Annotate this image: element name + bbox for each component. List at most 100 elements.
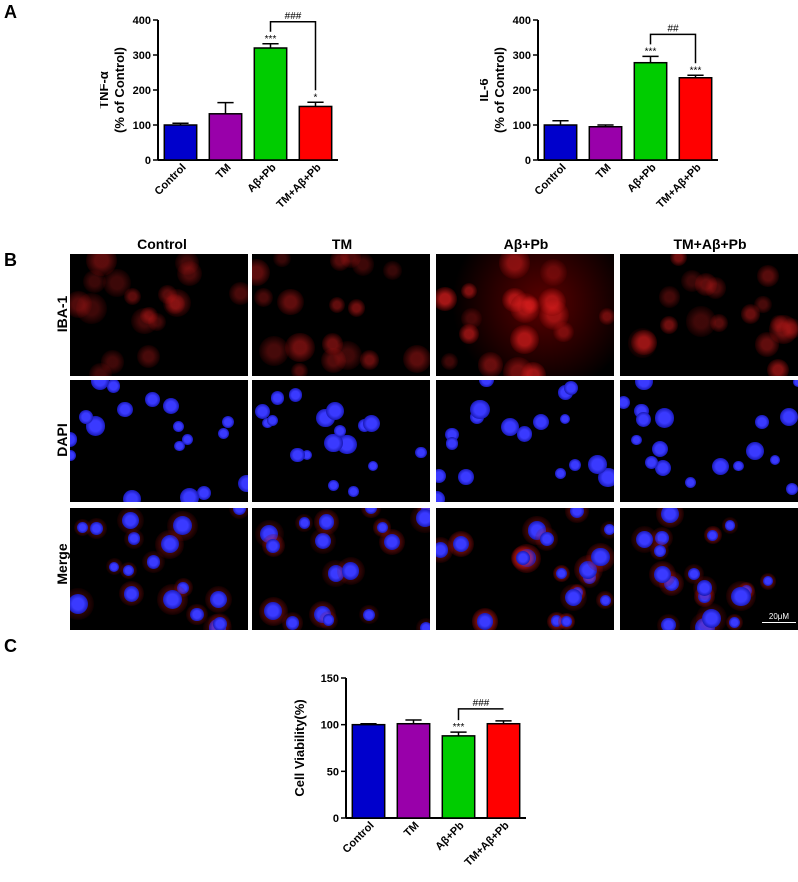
cell-cytoplasm	[519, 361, 547, 376]
y-axis-label: TNF-α (% of Control)	[100, 47, 127, 133]
x-tick-label-group: TM	[594, 162, 614, 182]
tnf-alpha-chart: 0 100 200 300 400 TNF-α (% of Control) Control T…	[100, 11, 338, 211]
cell-cytoplasm	[770, 314, 788, 333]
cell-nucleus	[122, 490, 141, 502]
y-tick-label: 400	[133, 15, 151, 27]
cell-cytoplasm	[75, 292, 108, 324]
col-header-abeta-pb: Aβ+Pb	[503, 236, 549, 252]
cell-nucleus	[210, 590, 228, 608]
significance-label: ***	[690, 65, 702, 76]
cell-nucleus	[711, 457, 729, 475]
micrograph-tile	[436, 508, 614, 630]
cell-cytoplasm	[359, 350, 380, 370]
y-label-line1: IL-6	[480, 78, 491, 101]
x-tick-label: Control	[340, 820, 376, 856]
x-tick-label: TM+Aβ+Pb	[655, 161, 704, 210]
x-tick-label: Aβ+Pb	[433, 819, 467, 853]
cell-nucleus	[325, 401, 344, 420]
col-header-control: Control	[137, 236, 187, 252]
cell-cytoplasm	[631, 329, 657, 356]
cell-nucleus	[603, 524, 614, 536]
bar	[678, 77, 713, 161]
cell-nucleus	[327, 564, 345, 582]
cell-nucleus	[470, 399, 490, 420]
cell-nucleus	[550, 615, 563, 628]
y-tick-label: 0	[145, 155, 151, 167]
cell-nucleus	[254, 403, 270, 419]
cell-nucleus	[754, 414, 769, 429]
cell-nucleus	[341, 562, 360, 580]
cell-cytoplasm	[291, 362, 308, 376]
cell-cytoplasm	[175, 254, 199, 276]
cell-nucleus	[563, 381, 578, 396]
cell-cytoplasm	[461, 307, 483, 329]
x-tick-label-group: Control	[340, 820, 376, 856]
comparison-bracket	[269, 21, 317, 91]
y-tick-label: 100	[321, 720, 339, 732]
cell-nucleus	[77, 522, 89, 534]
bar	[163, 124, 198, 161]
y-tick-label: 300	[133, 50, 151, 62]
cell-cytoplasm	[140, 307, 158, 325]
cell-nucleus	[173, 421, 185, 433]
cell-nucleus	[725, 520, 736, 531]
cell-nucleus	[70, 450, 77, 462]
cell-nucleus	[653, 544, 666, 557]
x-tick-label: Aβ+Pb	[625, 161, 659, 195]
cell-cytoplasm	[351, 254, 375, 276]
cell-nucleus	[127, 532, 141, 545]
y-tick-label: 150	[321, 673, 339, 685]
cell-nucleus	[298, 517, 310, 529]
cell-nucleus	[697, 580, 713, 596]
cell-cytoplasm	[177, 260, 203, 286]
cell-nucleus	[122, 512, 139, 530]
micrograph-tile	[70, 380, 248, 502]
cell-cytoplasm	[458, 324, 479, 345]
cell-nucleus	[458, 469, 475, 485]
cell-cytoplasm	[754, 295, 772, 313]
comparison-bracket	[649, 33, 697, 64]
cell-cytoplasm	[347, 299, 365, 317]
x-tick-label: Control	[152, 162, 188, 198]
cell-nucleus	[515, 550, 531, 566]
cell-cytoplasm	[259, 335, 290, 366]
cell-nucleus	[324, 433, 344, 453]
micrograph-tile	[620, 380, 798, 502]
panel-label-c: C	[4, 636, 17, 656]
cell-cytoplasm	[82, 269, 106, 293]
cell-nucleus	[318, 514, 335, 530]
cell-cytoplasm	[498, 254, 531, 279]
x-tick-label-group: TM+Aβ+Pb	[275, 161, 324, 210]
row-header-iba1: IBA-1	[54, 295, 70, 333]
cell-cytoplasm	[70, 290, 92, 318]
y-axis-label: Cell Viability(%)	[292, 699, 307, 796]
cell-nucleus	[260, 524, 279, 543]
cell-cytoplasm	[710, 314, 729, 333]
cell-nucleus	[555, 468, 567, 479]
cell-nucleus	[162, 590, 182, 610]
cell-nucleus	[415, 446, 427, 459]
micrograph-tile	[620, 254, 798, 376]
cell-cytoplasm	[686, 306, 717, 337]
significance-label: ***	[645, 46, 657, 57]
cell-nucleus	[452, 536, 470, 553]
cell-nucleus	[660, 508, 679, 523]
x-tick-label-group: TM+Aβ+Pb	[463, 819, 512, 868]
y-tick-label: 0	[525, 155, 531, 167]
cell-nucleus	[173, 516, 193, 536]
cell-cytoplasm	[539, 259, 567, 287]
y-tick-label: 300	[513, 50, 531, 62]
cell-cytoplasm	[329, 296, 346, 313]
comparison-label: ###	[285, 11, 302, 22]
cell-nucleus	[322, 614, 335, 627]
x-tick-label: TM	[594, 162, 614, 182]
cell-cytoplasm	[680, 270, 704, 293]
y-tick-label: 50	[327, 766, 339, 778]
cell-nucleus	[218, 428, 230, 440]
cell-cytoplasm	[88, 362, 112, 376]
cell-nucleus	[383, 533, 401, 551]
cell-cytoplasm	[340, 254, 362, 268]
cell-cytoplasm	[131, 307, 158, 335]
cell-nucleus	[779, 407, 798, 427]
cell-nucleus	[179, 487, 199, 502]
